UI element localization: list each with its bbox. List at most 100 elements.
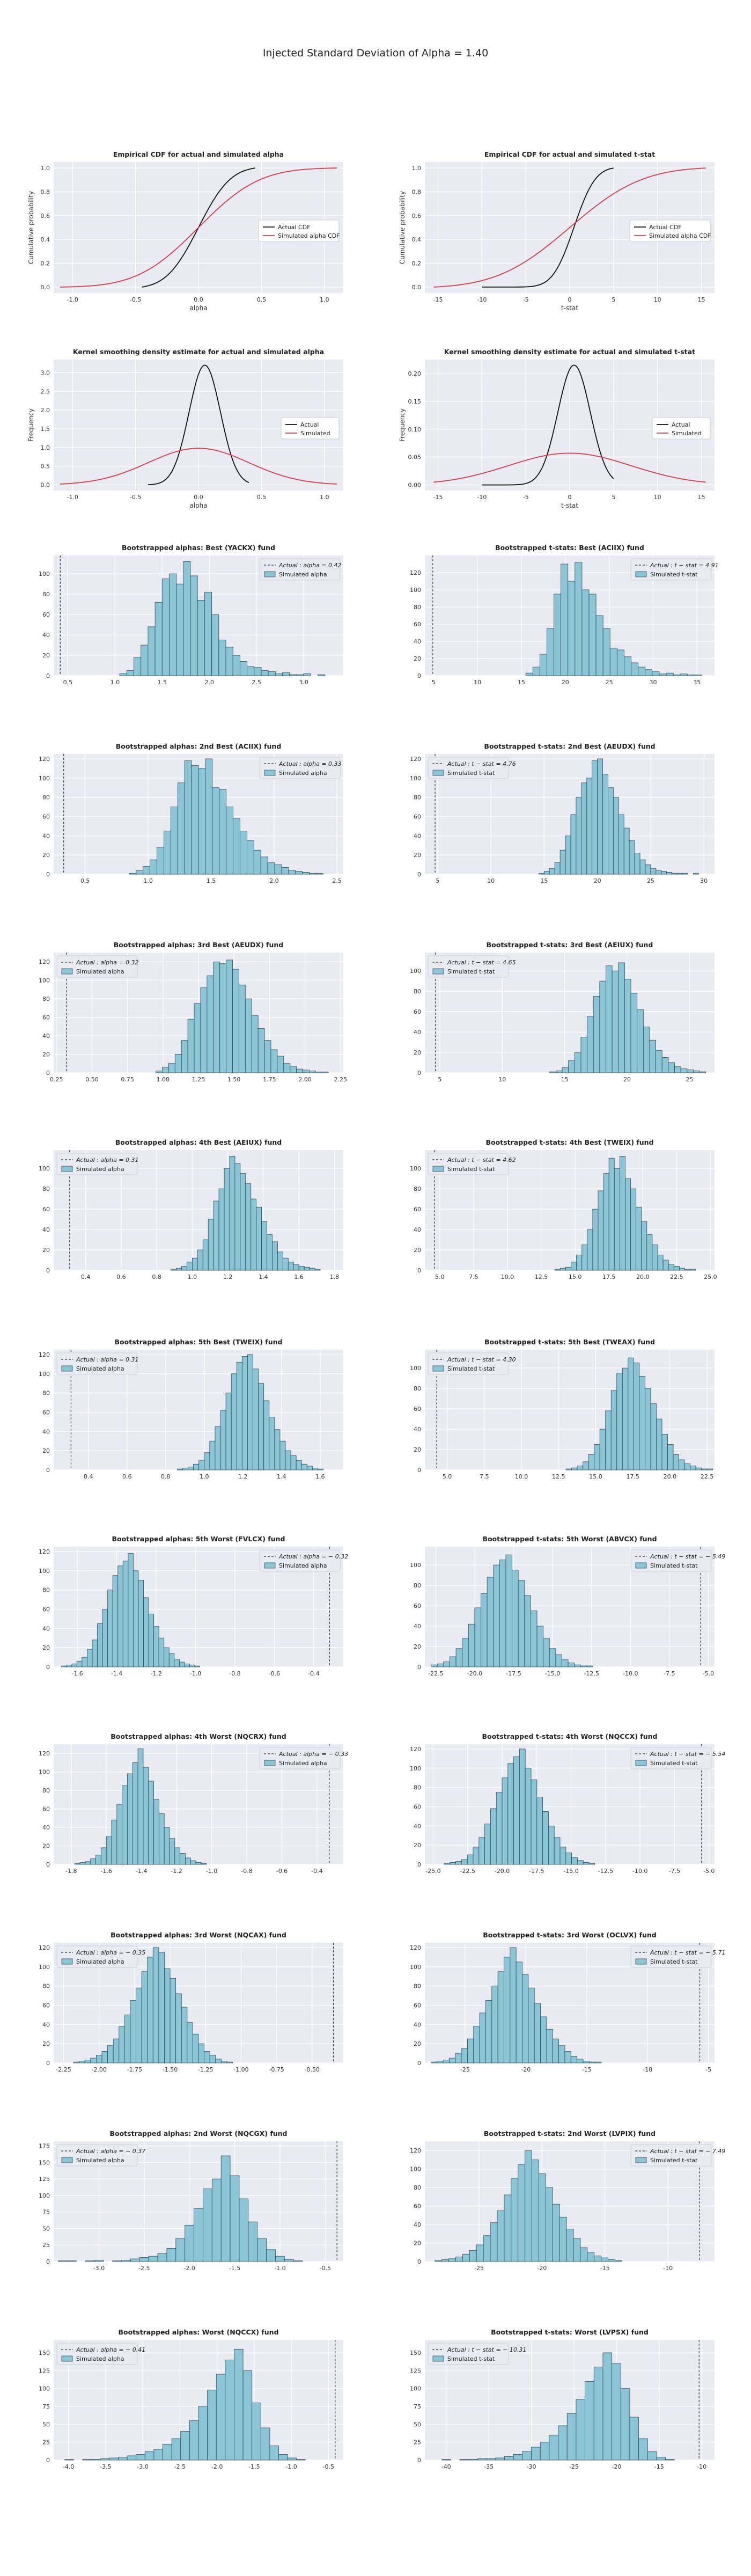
histogram-bar bbox=[184, 1664, 190, 1667]
histogram-bar bbox=[467, 1854, 474, 1865]
histogram-bar bbox=[112, 2260, 122, 2262]
legend-simulated-swatch bbox=[432, 968, 444, 975]
histogram-bar bbox=[450, 1656, 457, 1667]
histogram-bar bbox=[516, 1962, 522, 2063]
x-tick-label: -10 bbox=[697, 2463, 706, 2470]
x-tick-label: -0.6 bbox=[276, 1868, 288, 1875]
histogram-bar bbox=[269, 1417, 275, 1470]
x-tick-label: 0 bbox=[568, 494, 572, 501]
histogram-bar bbox=[485, 2000, 492, 2063]
x-tick-label: 0 bbox=[568, 296, 572, 303]
histogram-bar bbox=[701, 1468, 708, 1470]
x-tick-label: 1.25 bbox=[192, 1076, 205, 1083]
legend-simulated-swatch bbox=[61, 1166, 73, 1172]
histogram-bar bbox=[699, 1071, 706, 1073]
x-tick-label: -1.75 bbox=[127, 2066, 142, 2073]
histogram-bar bbox=[666, 872, 672, 875]
histogram-bar bbox=[477, 2458, 487, 2461]
histogram-bar bbox=[174, 1659, 180, 1667]
x-tick-label: -1.0 bbox=[67, 494, 78, 501]
histogram-bar bbox=[303, 673, 311, 676]
legend-box bbox=[428, 955, 509, 978]
y-tick-label: 20 bbox=[414, 1247, 421, 1254]
legend-box bbox=[56, 2144, 138, 2167]
histogram-bar bbox=[257, 1028, 265, 1073]
x-tick-label: -2.5 bbox=[174, 2463, 186, 2470]
y-tick-label: 0 bbox=[46, 1267, 50, 1274]
y-tick-label: 120 bbox=[39, 1944, 50, 1951]
x-tick-label: -22.5 bbox=[460, 1868, 475, 1875]
histogram-bar bbox=[693, 873, 699, 875]
legend-simulated-label: Simulated alpha bbox=[76, 2157, 124, 2164]
histogram-bar bbox=[242, 2370, 253, 2461]
histogram-bar bbox=[629, 840, 635, 875]
y-tick-label: 1.5 bbox=[41, 426, 50, 433]
histogram-bar bbox=[504, 1957, 511, 2063]
histogram-bar bbox=[481, 1593, 488, 1667]
legend: Actual : t − stat = − 5.49 Simulated t-st… bbox=[630, 1549, 725, 1572]
histogram-bar bbox=[309, 1268, 315, 1271]
histogram-bar bbox=[180, 2431, 190, 2461]
legend-box bbox=[652, 417, 711, 440]
histogram-bar bbox=[668, 1264, 674, 1271]
y-tick-label: 60 bbox=[414, 1406, 421, 1413]
histogram-bar bbox=[558, 2425, 568, 2461]
chart-panel-24: -40 -35 -30 -25 -20 -15 -10 0 25 50 75 100 125 150 Boo… bbox=[410, 2328, 715, 2470]
legend-label: Actual CDF bbox=[649, 224, 681, 231]
histogram-bar bbox=[183, 561, 191, 676]
histogram-bar bbox=[61, 1665, 67, 1667]
y-tick-label: 0.20 bbox=[408, 370, 422, 377]
histogram-bar bbox=[232, 655, 240, 676]
x-axis-label: t-stat bbox=[561, 502, 578, 509]
x-tick-label: 15 bbox=[518, 679, 525, 686]
histogram-bar bbox=[540, 2442, 550, 2461]
histogram-bar bbox=[284, 2259, 294, 2262]
legend-simulated-swatch bbox=[635, 1958, 647, 1965]
y-tick-label: 50 bbox=[42, 2225, 50, 2232]
histogram-bar bbox=[543, 1638, 550, 1667]
histogram-bar bbox=[473, 1847, 480, 1865]
histogram-bar bbox=[136, 2454, 145, 2461]
histogram-bar bbox=[248, 2221, 258, 2262]
histogram-bar bbox=[158, 1813, 165, 1865]
histogram-bar bbox=[203, 2189, 212, 2262]
histogram-bar bbox=[181, 1040, 188, 1073]
chart-panel-20: -25 -20 -15 -10 -5 0 20 40 60 80 100 120 Bootstrappe… bbox=[410, 1931, 725, 2073]
legend-simulated-label: Simulated alpha bbox=[279, 1562, 327, 1569]
histogram-bar bbox=[618, 962, 625, 1073]
legend-label: Simulated alpha CDF bbox=[278, 232, 340, 239]
histogram-bar bbox=[239, 2198, 249, 2262]
histogram-bar bbox=[605, 1410, 612, 1470]
histogram-bar bbox=[496, 1792, 503, 1865]
histogram-bar bbox=[622, 1367, 629, 1470]
histogram-bar bbox=[121, 2260, 131, 2262]
histogram-bar bbox=[157, 2253, 167, 2262]
x-tick-label: -15 bbox=[582, 2066, 592, 2073]
x-tick-label: -0.5 bbox=[130, 296, 141, 303]
histogram-bar bbox=[645, 1388, 651, 1470]
y-tick-label: 80 bbox=[42, 996, 50, 1002]
y-tick-label: 0.5 bbox=[41, 463, 50, 470]
legend-simulated-label: Simulated t-stat bbox=[650, 2157, 698, 2164]
histogram-bar bbox=[84, 2060, 91, 2063]
y-tick-label: 20 bbox=[42, 2040, 50, 2047]
histogram-bar bbox=[157, 847, 164, 875]
histogram-bar bbox=[609, 648, 617, 676]
histogram-bar bbox=[293, 2260, 303, 2262]
histogram-bar bbox=[525, 2150, 532, 2262]
chart-title: Bootstrapped alphas: 3rd Worst (NQCAX) f… bbox=[111, 1931, 286, 1939]
histogram-bar bbox=[668, 1062, 675, 1073]
legend-actual-label: Actual : alpha = 0.42 bbox=[278, 562, 342, 569]
legend-box bbox=[259, 1747, 341, 1769]
histogram-bar bbox=[143, 1767, 149, 1865]
histogram-bar bbox=[162, 1067, 169, 1073]
x-tick-label: 1.75 bbox=[263, 1076, 276, 1083]
x-tick-label: -20 bbox=[537, 2265, 547, 2272]
histogram-bar bbox=[154, 602, 163, 676]
legend-simulated-label: Simulated t-stat bbox=[447, 1365, 495, 1372]
histogram-bar bbox=[153, 1626, 159, 1667]
chart-panel-3: -1.0 -0.5 0.0 0.5 1.0 0.0 0.5 1.0 1.5 2.0 2.5 3.0 Ke… bbox=[27, 348, 343, 509]
legend: Actual Simulated bbox=[652, 417, 711, 440]
histogram-bar bbox=[274, 1429, 281, 1470]
histogram-bar bbox=[483, 2235, 491, 2262]
